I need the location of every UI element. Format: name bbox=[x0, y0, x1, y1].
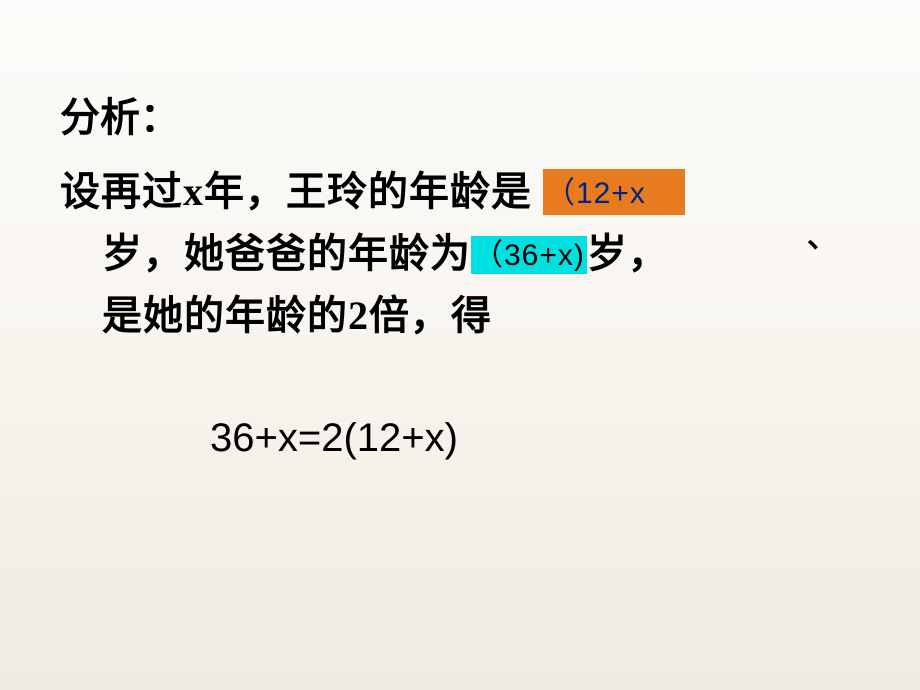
line2-suffix: 岁， bbox=[587, 231, 669, 276]
body-text: 设再过x年，王玲的年龄是 （12+x 、 岁，她爸爸的年龄为（36+x)岁， 是… bbox=[60, 161, 860, 469]
slide-content: 分析： 设再过x年，王玲的年龄是 （12+x 、 岁，她爸爸的年龄为（36+x)… bbox=[0, 0, 920, 469]
analysis-title: 分析： bbox=[60, 85, 860, 143]
line-1: 设再过x年，王玲的年龄是 （12+x bbox=[60, 161, 860, 223]
line-3: 是她的年龄的2倍，得 bbox=[60, 285, 860, 347]
line2-prefix: 岁，她爸爸的年龄为 bbox=[102, 231, 471, 276]
highlight-box-orange: （12+x bbox=[543, 169, 685, 215]
line1-prefix: 设再过x年，王玲的年龄是 bbox=[60, 169, 543, 214]
line-2: 岁，她爸爸的年龄为（36+x)岁， bbox=[60, 223, 860, 285]
highlight-box-cyan: （36+x) bbox=[471, 236, 587, 274]
equation: 36+x=2(12+x) bbox=[210, 407, 860, 469]
